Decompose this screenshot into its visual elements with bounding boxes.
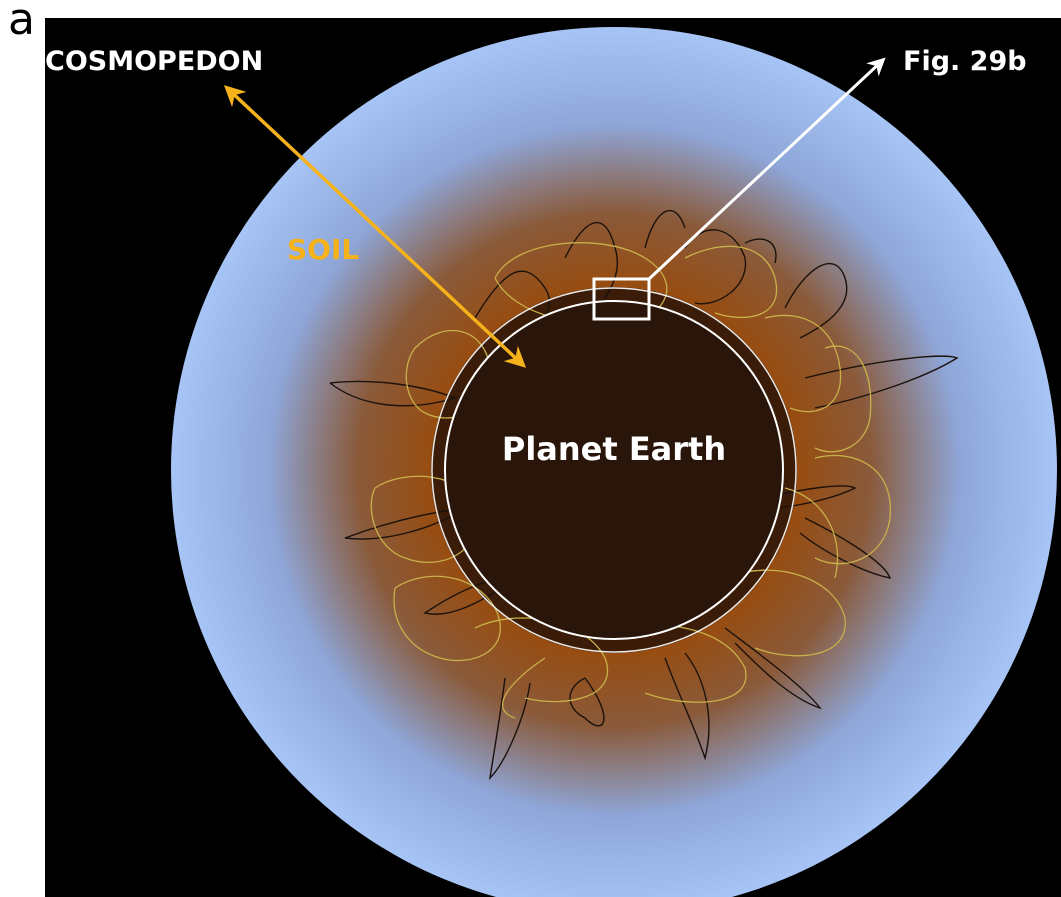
soil-label: SOIL <box>287 233 359 266</box>
panel-letter: a <box>8 0 35 45</box>
cosmopedon-label: COSMOPEDON <box>45 46 263 77</box>
cosmopedon-diagram: COSMOPEDON Fig. 29b SOIL Planet Earth <box>45 18 1061 897</box>
planet-earth-label: Planet Earth <box>502 430 726 468</box>
soil-double-arrow <box>223 85 527 368</box>
fig-ref-label: Fig. 29b <box>903 46 1027 77</box>
fig-ref-arrow <box>647 57 886 281</box>
planet-earth <box>444 300 784 640</box>
soil-boundary-circle <box>431 287 797 653</box>
zoom-box <box>592 277 651 321</box>
